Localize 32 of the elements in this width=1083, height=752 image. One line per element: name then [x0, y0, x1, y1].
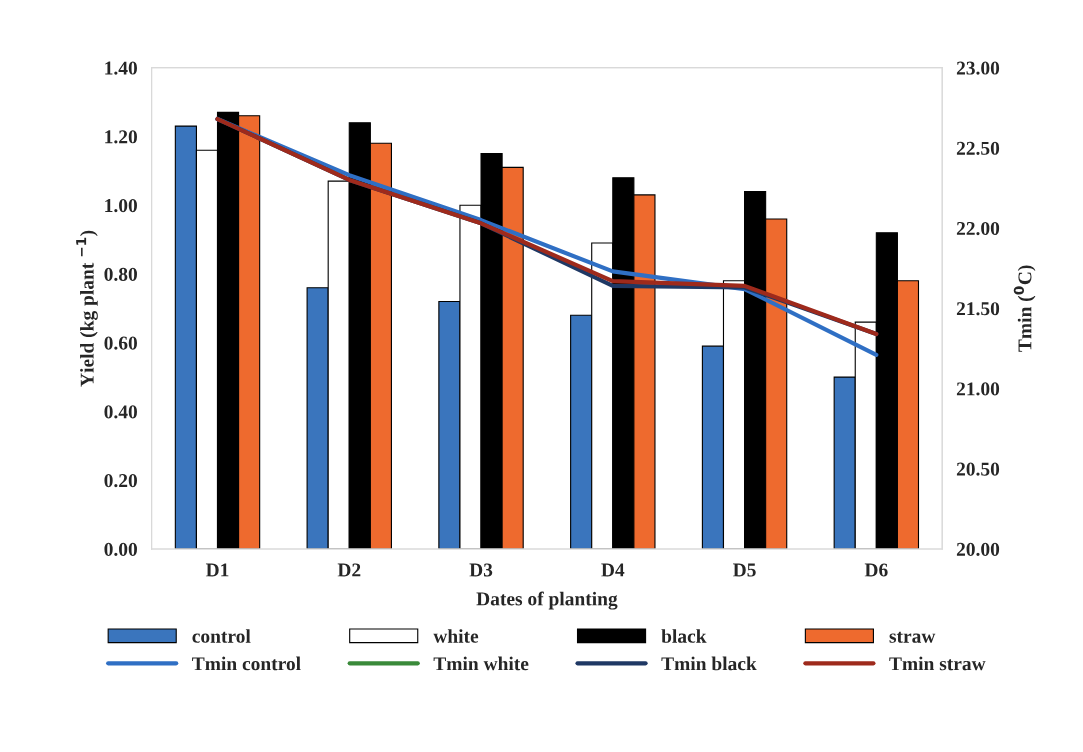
y2-tick-label: 21.00 [956, 382, 1000, 396]
legend-label: Tmin white [433, 656, 529, 671]
y-tick-label: 0.60 [104, 336, 137, 350]
y-tick-label: 0.20 [104, 474, 137, 488]
y2-tick-label: 21.50 [956, 302, 1000, 316]
y-tick-label: 1.20 [105, 130, 137, 144]
y2-tick-label: 23.00 [956, 61, 1000, 75]
y-axis-title: Yield (kg plant $^{−1}$) [76, 230, 98, 387]
x-axis-title: Dates of planting [476, 591, 618, 610]
y-tick-label: 0.00 [104, 542, 137, 556]
x-tick-label: D6 [864, 563, 888, 577]
x-tick-label: D3 [469, 563, 493, 577]
x-tick-label: D4 [601, 563, 625, 577]
y2-axis-title: Tmin ($^{0}$C) [1013, 265, 1036, 352]
y-tick-label: 1.00 [105, 199, 137, 213]
legend-label: Tmin control [192, 656, 301, 671]
legend-label: Tmin straw [889, 656, 986, 671]
y2-tick-label: 22.00 [956, 221, 1000, 236]
y-tick-label: 0.80 [104, 267, 137, 281]
y2-tick-label: 20.00 [956, 542, 1000, 556]
y2-tick-label: 22.50 [956, 141, 1000, 155]
x-tick-label: D5 [733, 563, 756, 577]
legend-label: Tmin black [661, 656, 757, 671]
y2-tick-label: 20.50 [956, 462, 1000, 476]
x-tick-label: D2 [337, 563, 361, 577]
legend-label: white [433, 629, 479, 643]
legend-label: black [661, 629, 707, 643]
y-tick-label: 0.40 [104, 405, 137, 419]
legend-label: straw [889, 631, 936, 643]
legend-label: control [192, 629, 251, 643]
x-tick-label: D1 [205, 563, 229, 577]
y-tick-label: 1.40 [105, 61, 137, 75]
